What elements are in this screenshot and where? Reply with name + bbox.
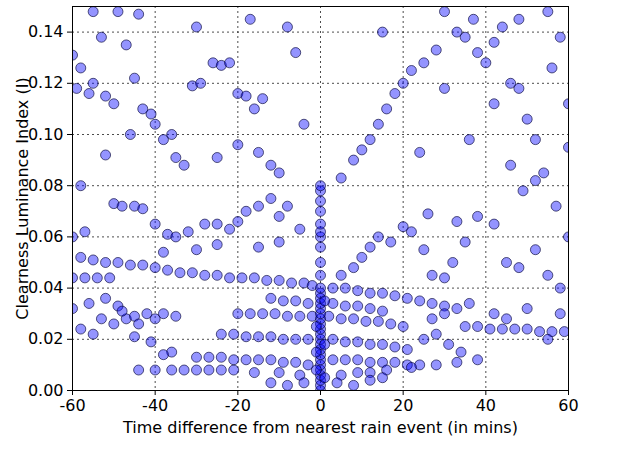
svg-text:Time difference from nearest r: Time difference from nearest rain event … [122, 418, 518, 437]
svg-text:0: 0 [315, 396, 325, 415]
svg-text:0.06: 0.06 [28, 227, 64, 246]
svg-text:0.04: 0.04 [28, 278, 64, 297]
svg-text:20: 20 [393, 396, 413, 415]
svg-text:-20: -20 [225, 396, 251, 415]
svg-text:-60: -60 [59, 395, 86, 415]
svg-text:0.00: 0.00 [28, 381, 64, 400]
svg-text:0.02: 0.02 [28, 329, 64, 348]
svg-text:0.14: 0.14 [28, 22, 64, 41]
svg-text:40: 40 [476, 396, 496, 415]
svg-text:0.08: 0.08 [28, 176, 64, 195]
svg-text:Clearness Luminance Index (I): Clearness Luminance Index (I) [13, 77, 32, 319]
svg-text:0.10: 0.10 [28, 125, 64, 144]
svg-text:-40: -40 [142, 396, 168, 415]
svg-text:60: 60 [558, 396, 578, 415]
svg-text:0.12: 0.12 [28, 73, 64, 92]
